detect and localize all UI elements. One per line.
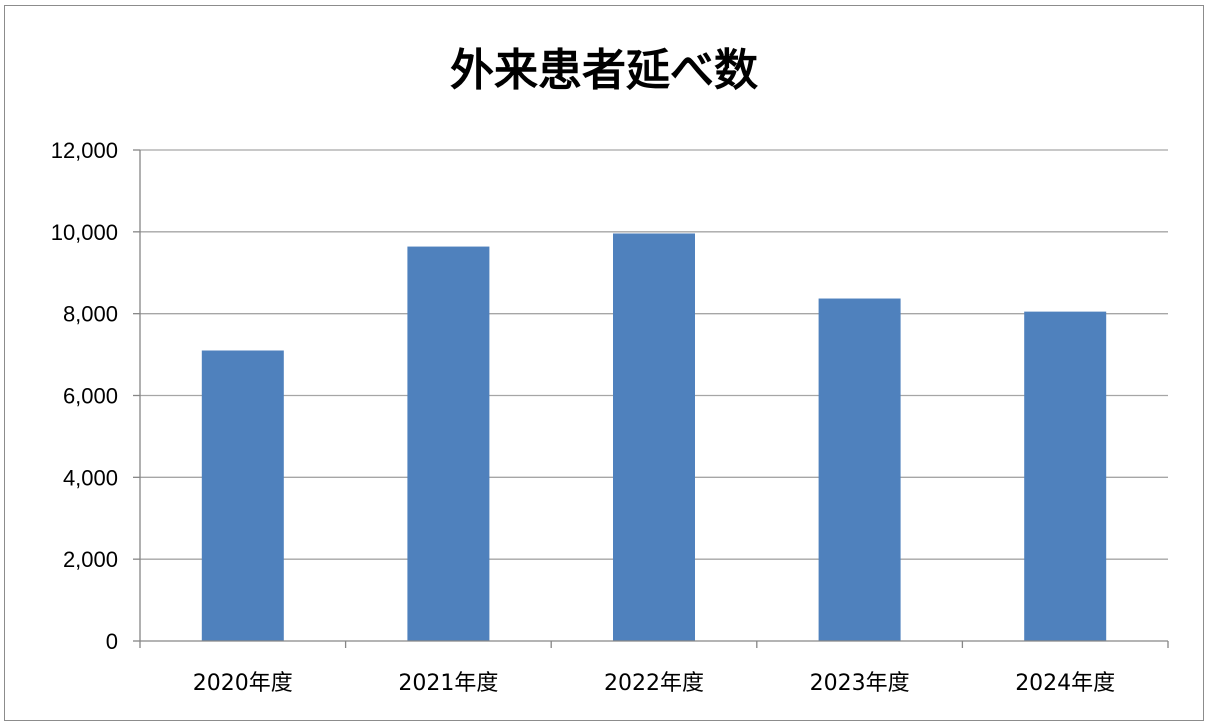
y-tick-label: 6,000 [63,384,118,409]
x-tick-label: 2021年度 [398,671,498,696]
y-tick-label: 10,000 [51,220,118,245]
bar-2022年度 [613,233,695,641]
gridlines [140,149,1168,560]
y-tick-labels: 0 2,000 4,000 6,000 8,000 10,000 12,000 [51,138,118,654]
y-tick-label: 8,000 [63,302,118,327]
x-tick-label: 2020年度 [193,671,293,696]
x-tick-label: 2023年度 [810,671,910,696]
y-tick-label: 4,000 [63,465,118,490]
x-tick-label: 2022年度 [604,671,704,696]
bars [201,233,1107,641]
x-tick-labels: 2020年度 2021年度 2022年度 2023年度 2024年度 [193,671,1115,696]
bar-2024年度 [1024,311,1107,641]
chart-title: 外来患者延べ数 [450,45,758,96]
bar-2021年度 [407,246,490,641]
y-tick-label: 12,000 [51,138,118,163]
axes [133,149,1169,648]
y-tick-label: 2,000 [63,547,118,572]
y-tick-label: 0 [106,629,118,654]
x-tick-label: 2024年度 [1015,671,1115,696]
bar-2023年度 [818,298,901,641]
bar-2020年度 [201,350,284,641]
